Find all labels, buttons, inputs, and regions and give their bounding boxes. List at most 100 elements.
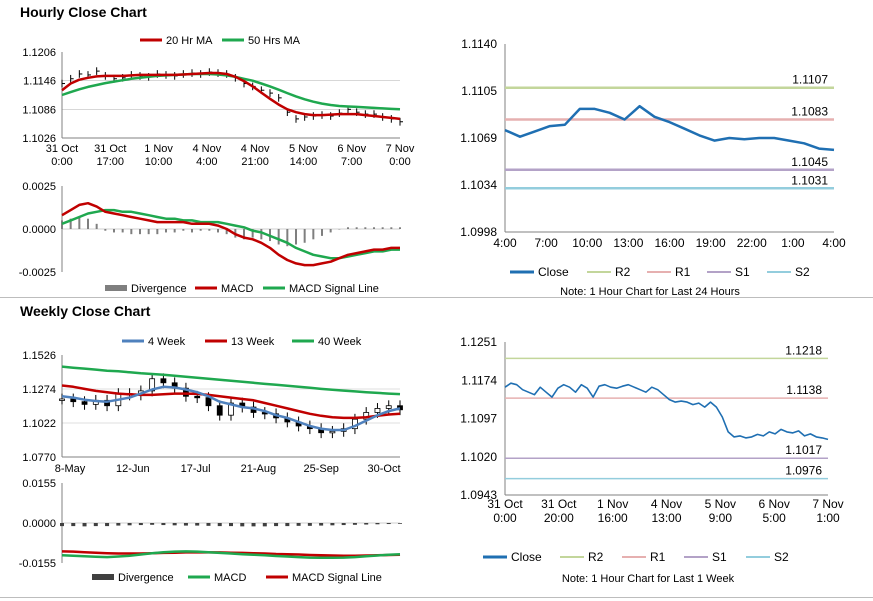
weekly-price-xtick: 21-Aug [241,463,276,475]
weekly-pivot-xtick-time: 16:00 [598,511,628,525]
weekly-candle-body [385,405,392,409]
hourly-macd-divergence-bar [147,229,150,235]
hourly-legend-signal: MACD Signal Line [289,283,379,295]
hourly-macd-divergence-bar [243,229,245,240]
hourly-macd-divergence-bar [61,220,63,229]
hourly-pivot-xtick: 10:00 [572,236,602,250]
weekly-macd-divergence-bar [183,523,188,526]
hourly-macd-divergence-bar [286,229,289,247]
weekly-pivot-xtick-time: 5:00 [762,511,786,525]
hourly-pivot-level-s1-label: 1.1045 [791,155,828,169]
hourly-pivot-xtick: 13:00 [613,236,643,250]
weekly-pivot-level-s1-label: 1.1017 [785,443,822,457]
hourly-ma20-line [61,71,401,121]
hourly-price-xtick-time: 0:00 [389,156,410,168]
weekly-macd-divergence-bar [138,523,143,526]
weekly-macd-divergence-bar [352,523,357,525]
weekly-pivot-xtick-date: 31 Oct [487,497,523,511]
weekly-macd-divergence-bar [364,523,369,525]
hourly-pivot-legend-s1: S1 [735,265,750,279]
hourly-macd-divergence-bar [182,229,185,231]
weekly-pivot-level-s2-label: 1.0976 [785,464,822,478]
hourly-pivot-xtick: 4:00 [493,236,517,250]
weekly-pivot-note: Note: 1 Hour Chart for Last 1 Week [562,573,735,585]
hourly-macd-divergence-bar [69,218,72,229]
weekly-pivot-xtick-time: 0:00 [493,511,517,525]
weekly-legend-divergence-swatch [92,574,114,580]
hourly-pivot-legend-r1: R1 [675,265,691,279]
weekly-macd-divergence-bar [105,523,110,527]
section-divider [0,297,873,298]
hourly-pivot-xtick: 22:00 [737,236,767,250]
weekly-pivot-xtick-date: 5 Nov [705,497,736,511]
hourly-macd-divergence-bar [251,229,254,238]
hourly-pivot-xtick: 1:00 [781,236,805,250]
hourly-legend-divergence: Divergence [131,283,187,295]
weekly-macd-divergence-bar [274,523,279,527]
weekly-legend-4week: 4 Week [148,336,186,348]
weekly-section-title: Weekly Close Chart [20,303,151,319]
hourly-macd-divergence-bar [191,229,193,233]
weekly-price-xtick: 25-Sep [303,463,338,475]
weekly-macd-divergence-bar [375,523,380,525]
hourly-price-xtick-time: 14:00 [290,156,318,168]
hourly-pivot-ytick: 1.1140 [461,37,497,51]
hourly-macd-divergence-bar [225,229,228,235]
weekly-candle-body [81,401,88,405]
hourly-macd-divergence-bar [390,227,393,229]
hourly-price-ytick: 1.1146 [23,76,56,88]
weekly-price-xtick: 17-Jul [181,463,211,475]
weekly-pivot-xtick-date: 7 Nov [812,497,843,511]
weekly-macd-divergence-bar [60,523,64,527]
weekly-macd-divergence-bar [127,523,132,526]
weekly-macd-divergence-bar [161,523,166,526]
hourly-legend-ma50: 50 Hrs MA [248,35,301,47]
weekly-macd-divergence-bar [386,523,391,525]
hourly-pivot-ytick: 1.1034 [460,178,497,192]
hourly-price-xtick-time: 7:00 [341,156,362,168]
weekly-pivot-ytick: 1.1251 [460,335,497,349]
hourly-macd-divergence-bar [329,229,332,233]
hourly-pivot-xtick: 19:00 [696,236,726,250]
hourly-macd-ytick: -0.0025 [19,267,56,279]
weekly-macd-divergence-bar [195,523,200,526]
weekly-pivot-xtick-date: 1 Nov [597,497,628,511]
weekly-pivot-ytick: 1.1020 [460,450,497,464]
hourly-price-xtick-date: 31 Oct [94,143,126,155]
hourly-pivot-level-r1-label: 1.1083 [791,104,828,118]
weekly-legend-signal: MACD Signal Line [292,572,382,584]
hourly-price-xtick-date: 31 Oct [46,143,78,155]
hourly-macd-signal-line [61,208,400,260]
weekly-candle-body [216,405,223,416]
weekly-macd-divergence-bar [93,523,98,527]
hourly-pivot-xtick: 16:00 [654,236,684,250]
hourly-price-xtick-date: 4 Nov [192,143,221,155]
hourly-macd-divergence-bar [355,227,358,229]
weekly-candle-body [183,387,189,397]
hourly-pivot-xtick: 4:00 [822,236,846,250]
hourly-macd-divergence-bar [303,229,306,243]
hourly-macd-divergence-bar [156,229,159,235]
weekly-ma13-line [61,384,401,420]
hourly-price-xtick-date: 7 Nov [386,143,415,155]
weekly-price-xtick: 30-Oct [367,463,400,475]
hourly-macd-divergence-bar [173,229,176,233]
hourly-macd-line [61,201,400,267]
hourly-price-xtick-time: 4:00 [196,156,217,168]
hourly-pivot-ytick: 1.0998 [460,225,497,239]
hourly-price-xtick-time: 21:00 [241,156,269,168]
weekly-macd-divergence-bar [217,523,222,527]
hourly-price-xtick-time: 0:00 [51,156,72,168]
hourly-macd-divergence-bar [338,229,341,230]
hourly-price-ytick: 1.1026 [22,133,56,145]
weekly-legend-40week: 40 Week [318,336,362,348]
hourly-price-xtick-time: 10:00 [145,156,173,168]
bottom-divider [0,597,873,598]
weekly-macd-ytick: 0.0155 [22,478,56,490]
hourly-macd-divergence-bar [78,216,81,229]
weekly-legend-13week: 13 Week [231,336,275,348]
hourly-price-xtick-date: 4 Nov [241,143,270,155]
weekly-macd-ytick: -0.0155 [19,558,56,570]
weekly-ma40-line [61,365,401,396]
